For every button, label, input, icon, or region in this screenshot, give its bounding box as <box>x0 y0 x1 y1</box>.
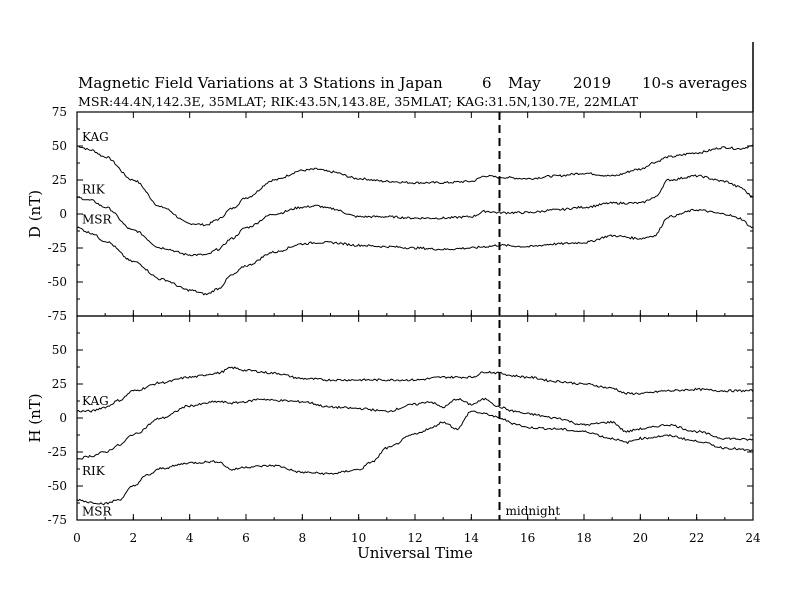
station-label-H-rik: RIK <box>82 464 106 478</box>
series-line-D-rik <box>76 174 754 257</box>
x-tick-label: 20 <box>633 531 648 545</box>
station-label-H-msr: MSR <box>82 505 113 519</box>
y-axis-label-D: D (nT) <box>26 190 44 238</box>
x-tick-label: 24 <box>745 531 761 545</box>
y-tick-label: -75 <box>48 309 67 323</box>
x-axis-ticks: 0 2 4 6 8 10 12 14 16 18 20 22 24 <box>73 112 761 545</box>
x-tick-label: 16 <box>520 531 535 545</box>
x-tick-label: 12 <box>407 531 422 545</box>
series-line-H-kag <box>76 366 754 413</box>
x-tick-label: 2 <box>130 531 138 545</box>
y-tick-label: 75 <box>52 105 67 119</box>
x-tick-label: 0 <box>73 531 81 545</box>
station-label-D-rik: RIK <box>82 183 106 197</box>
y-tick-label: -25 <box>48 241 67 255</box>
y-tick-label: -50 <box>48 479 67 493</box>
x-axis-label: Universal Time <box>357 544 473 562</box>
series-line-H-msr <box>76 410 754 506</box>
station-label-D-kag: KAG <box>82 130 109 144</box>
x-tick-label: 6 <box>242 531 250 545</box>
y-tick-label: -50 <box>48 275 67 289</box>
y-tick-label: 0 <box>59 411 67 425</box>
x-tick-label: 8 <box>299 531 307 545</box>
chart-subtitle: MSR:44.4N,142.3E, 35MLAT; RIK:43.5N,143.… <box>78 95 638 109</box>
panels-layer: 75 50 25 0 -25 -50 -75 D (nT) KAG RIK MSR 50 25 0 -25 -… <box>26 105 754 527</box>
chart-title: Magnetic Field Variations at 3 Stations … <box>78 74 443 92</box>
series-line-D-msr <box>76 208 754 296</box>
x-tick-label: 22 <box>689 531 704 545</box>
x-tick-label: 14 <box>464 531 480 545</box>
y-tick-label: 50 <box>52 343 67 357</box>
series-line-H-rik <box>76 397 754 460</box>
midnight-label: midnight <box>506 504 561 518</box>
chart-title-day: 6 <box>482 74 492 92</box>
series-line-D-kag <box>77 144 754 227</box>
x-tick-label: 18 <box>576 531 591 545</box>
chart-title-averages: 10-s averages <box>642 74 747 92</box>
station-label-H-kag: KAG <box>82 394 109 408</box>
chart-title-month: May <box>508 74 541 92</box>
x-tick-label: 10 <box>351 531 366 545</box>
station-label-D-msr: MSR <box>82 213 113 227</box>
y-tick-label: 0 <box>59 207 67 221</box>
y-tick-label: 25 <box>52 377 67 391</box>
y-tick-label: -75 <box>48 513 67 527</box>
y-tick-label: 25 <box>52 173 67 187</box>
y-tick-label: 50 <box>52 139 67 153</box>
y-axis-label-H: H (nT) <box>26 393 44 442</box>
y-tick-label: -25 <box>48 445 67 459</box>
chart-title-year: 2019 <box>573 74 611 92</box>
x-tick-label: 4 <box>186 531 194 545</box>
panel-frame-H <box>76 315 754 521</box>
panel-frame-D <box>76 111 754 317</box>
